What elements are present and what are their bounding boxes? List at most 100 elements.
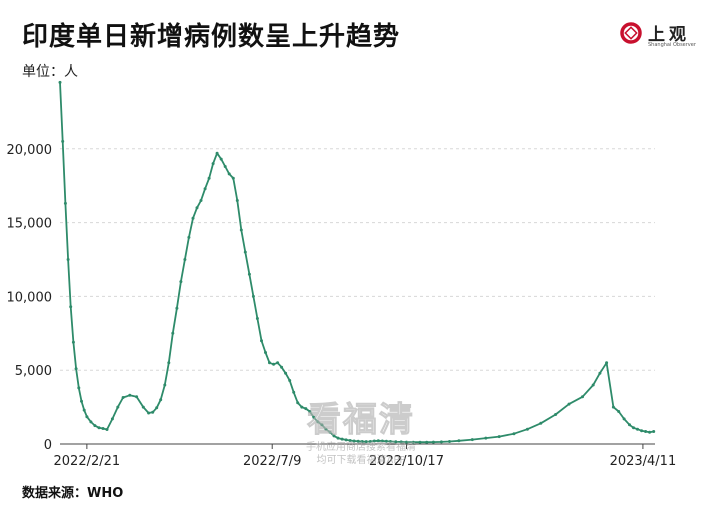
data-point <box>211 162 215 166</box>
series-layer <box>59 82 654 444</box>
data-point <box>215 151 219 155</box>
data-point <box>61 139 65 143</box>
data-point <box>159 398 163 402</box>
data-point <box>652 430 656 433</box>
data-point <box>272 362 276 366</box>
data-point <box>101 427 105 430</box>
x-tick-label: 2022/7/9 <box>243 454 301 469</box>
data-point <box>151 410 155 414</box>
data-point <box>636 427 639 431</box>
brand-logo: 上观 Shanghai Observer <box>620 20 700 50</box>
data-point <box>617 410 621 413</box>
data-point <box>611 405 615 409</box>
data-point <box>648 430 652 434</box>
data-point <box>399 440 403 444</box>
data-point <box>255 317 259 320</box>
data-point <box>605 361 609 365</box>
data-point <box>231 176 235 180</box>
data-point <box>300 405 304 409</box>
data-point <box>368 440 372 443</box>
data-point <box>85 415 89 419</box>
data-point <box>470 438 474 442</box>
y-axis-unit-label: 单位：人 <box>22 64 78 80</box>
brand-logo-subtext: Shanghai Observer <box>648 42 696 48</box>
data-point <box>116 405 120 409</box>
data-point <box>77 386 81 390</box>
data-source: 数据来源：WHO <box>22 486 124 501</box>
data-point <box>360 440 364 443</box>
watermark-logo-text: 看福清 <box>307 400 415 441</box>
data-point <box>171 331 175 335</box>
data-point <box>484 436 488 440</box>
y-tick-label: 10,000 <box>7 290 53 305</box>
chart-title: 印度单日新增病例数呈上升趋势 <box>22 22 401 52</box>
data-point <box>187 235 191 239</box>
point-layer <box>58 80 656 444</box>
data-point <box>203 187 207 191</box>
data-point <box>110 417 114 421</box>
data-point <box>539 421 543 425</box>
data-point <box>74 367 78 371</box>
data-point <box>388 440 392 443</box>
data-point <box>380 439 384 443</box>
data-point <box>276 361 280 365</box>
data-point <box>89 420 93 424</box>
data-point <box>336 436 340 440</box>
data-point <box>175 306 179 310</box>
data-point <box>191 216 195 220</box>
data-point <box>121 396 125 399</box>
data-point <box>223 165 227 168</box>
data-point <box>135 395 139 399</box>
data-point <box>356 439 360 443</box>
x-tick-label: 2022/2/21 <box>54 454 121 469</box>
data-point <box>640 429 644 433</box>
data-point <box>71 340 75 344</box>
data-point <box>243 250 247 254</box>
data-point <box>439 440 443 444</box>
data-point <box>80 399 83 403</box>
data-point <box>644 430 648 433</box>
data-point <box>227 172 231 176</box>
data-point <box>394 440 398 444</box>
brand-logo-text: 上观 <box>648 25 690 45</box>
data-point <box>372 439 376 443</box>
data-point <box>292 390 296 394</box>
data-point <box>280 365 284 369</box>
data-point <box>128 393 132 397</box>
series-line <box>59 82 654 444</box>
data-point <box>199 199 203 202</box>
data-point <box>425 440 429 444</box>
data-point <box>69 305 73 309</box>
x-tick-label: 2022/10/17 <box>369 454 444 469</box>
data-point <box>141 405 145 409</box>
data-point <box>179 280 183 284</box>
data-point <box>418 440 422 444</box>
grid-layer <box>60 148 655 371</box>
brand-logo-icon <box>620 22 642 44</box>
data-point <box>251 294 255 298</box>
data-point <box>296 401 300 405</box>
data-point <box>497 435 501 439</box>
data-point <box>97 426 101 430</box>
data-point <box>431 440 435 444</box>
data-point <box>264 351 267 354</box>
y-tick-label: 15,000 <box>7 217 53 232</box>
data-point <box>598 371 602 375</box>
data-point <box>312 415 316 419</box>
data-point <box>183 258 187 261</box>
data-point <box>155 406 159 410</box>
watermark-line-2: 均可下载看福清APP <box>316 455 406 466</box>
data-point <box>328 430 332 434</box>
data-point <box>239 228 243 232</box>
data-point <box>622 417 626 421</box>
y-tick-label: 20,000 <box>7 143 53 158</box>
data-point <box>147 411 151 415</box>
data-point <box>66 258 70 261</box>
data-point <box>384 439 388 443</box>
data-point <box>340 437 344 441</box>
data-point <box>320 423 324 427</box>
data-point <box>82 408 86 412</box>
data-point <box>195 206 199 210</box>
data-point <box>304 407 308 411</box>
